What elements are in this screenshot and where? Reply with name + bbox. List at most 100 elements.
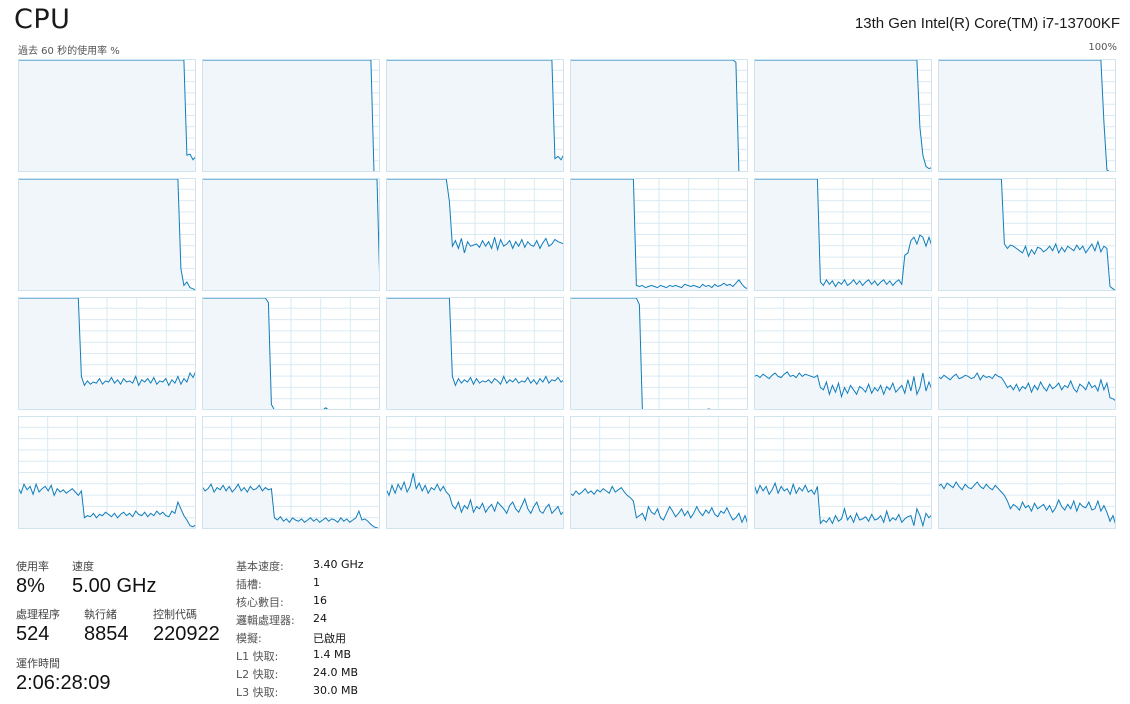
spec-value: 24 (313, 612, 327, 625)
spec-value: 已啟用 (313, 632, 346, 645)
logical-processor-graph[interactable] (386, 416, 564, 529)
logical-processor-graph[interactable] (202, 59, 380, 172)
uptime-label: 運作時間 (16, 657, 60, 670)
logical-processor-graph[interactable] (938, 416, 1116, 529)
page-title: CPU (14, 4, 71, 35)
handles-value: 220922 (153, 623, 220, 645)
usage-area (754, 179, 932, 291)
processes-label: 處理程序 (16, 608, 60, 621)
usage-area (202, 298, 380, 410)
graph-border (202, 297, 380, 410)
graph-border (570, 178, 748, 291)
usage-area (938, 482, 1116, 529)
graph-border (386, 297, 564, 410)
usage-area (754, 483, 932, 529)
usage-area (754, 371, 932, 410)
threads-value: 8854 (84, 623, 129, 645)
spec-key: 基本速度: (236, 560, 284, 573)
usage-graph-svg (754, 297, 932, 410)
usage-line (938, 371, 1116, 402)
graph-border (938, 59, 1116, 172)
graph-border (18, 178, 196, 291)
logical-processor-graph[interactable] (570, 297, 748, 410)
usage-area (570, 60, 748, 172)
usage-graph-svg (570, 297, 748, 410)
usage-graph-svg (938, 416, 1116, 529)
usage-line (754, 371, 932, 399)
logical-processor-graph[interactable] (754, 416, 932, 529)
processes-value: 524 (16, 623, 50, 645)
logical-processor-graph[interactable] (202, 297, 380, 410)
logical-processor-graph[interactable] (18, 297, 196, 410)
usage-area (938, 60, 1116, 172)
graph-axis-max: 100% (1088, 42, 1117, 53)
speed-label: 速度 (72, 560, 94, 573)
graph-border (754, 297, 932, 410)
logical-processor-graph[interactable] (938, 59, 1116, 172)
logical-processor-graph[interactable] (754, 59, 932, 172)
logical-processor-graph[interactable] (18, 59, 196, 172)
spec-value: 1 (313, 576, 320, 589)
speed-value: 5.00 GHz (72, 575, 157, 597)
logical-processor-graph[interactable] (754, 178, 932, 291)
speed-stat: 速度 5.00 GHz (72, 558, 156, 598)
usage-area (386, 60, 564, 172)
logical-processor-graph[interactable] (386, 59, 564, 172)
usage-area (18, 60, 196, 172)
handles-label: 控制代碼 (153, 608, 197, 621)
usage-graph-svg (570, 59, 748, 172)
graph-border (570, 416, 748, 529)
usage-graph-svg (754, 59, 932, 172)
spec-value: 30.0 MB (313, 684, 359, 697)
graph-border (754, 416, 932, 529)
usage-graph-svg (18, 178, 196, 291)
usage-graph-svg (202, 59, 380, 172)
usage-graph-svg (18, 416, 196, 529)
usage-graph-svg (202, 178, 380, 291)
usage-area (386, 179, 564, 291)
utilization-value: 8% (16, 575, 45, 597)
logical-processor-graphs[interactable] (18, 59, 1116, 531)
threads-stat: 執行緒 8854 (84, 606, 129, 646)
graph-border (938, 297, 1116, 410)
spec-key: L3 快取: (236, 686, 279, 699)
graph-border (202, 416, 380, 529)
uptime-stat: 運作時間 2:06:28:09 (16, 655, 111, 695)
logical-processor-graph[interactable] (202, 416, 380, 529)
usage-graph-svg (202, 416, 380, 529)
logical-processor-graph[interactable] (202, 178, 380, 291)
graph-border (18, 297, 196, 410)
usage-area (938, 373, 1116, 410)
utilization-stat: 使用率 8% (16, 558, 49, 598)
usage-graph-svg (938, 59, 1116, 172)
usage-line (202, 483, 380, 529)
usage-graph-svg (18, 297, 196, 410)
logical-processor-graph[interactable] (18, 178, 196, 291)
logical-processor-graph[interactable] (570, 416, 748, 529)
usage-line (386, 472, 564, 516)
logical-processor-graph[interactable] (386, 297, 564, 410)
graph-border (386, 416, 564, 529)
graph-border (938, 178, 1116, 291)
usage-area (18, 179, 196, 291)
threads-label: 執行緒 (84, 608, 117, 621)
logical-processor-graph[interactable] (938, 178, 1116, 291)
usage-area (570, 179, 748, 291)
usage-graph-svg (754, 416, 932, 529)
usage-area (938, 179, 1116, 291)
utilization-label: 使用率 (16, 560, 49, 573)
usage-area (754, 60, 932, 172)
logical-processor-graph[interactable] (938, 297, 1116, 410)
graph-border (386, 178, 564, 291)
graph-border (202, 178, 380, 291)
graph-border (754, 178, 932, 291)
usage-graph-svg (386, 297, 564, 410)
logical-processor-graph[interactable] (754, 297, 932, 410)
logical-processor-graph[interactable] (386, 178, 564, 291)
usage-graph-svg (18, 59, 196, 172)
logical-processor-graph[interactable] (570, 178, 748, 291)
usage-graph-svg (570, 416, 748, 529)
usage-graph-svg (386, 416, 564, 529)
logical-processor-graph[interactable] (18, 416, 196, 529)
logical-processor-graph[interactable] (570, 59, 748, 172)
